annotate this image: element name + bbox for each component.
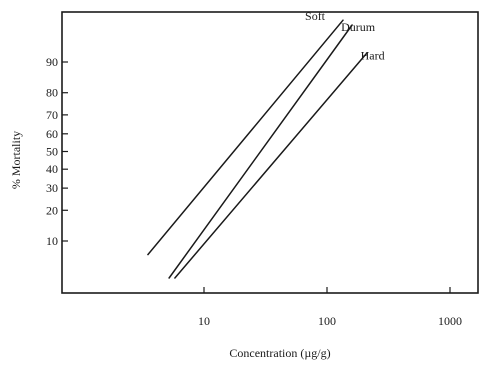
y-tick-label: 50 xyxy=(46,145,58,159)
series-line-durum xyxy=(168,24,353,279)
x-tick-label: 1000 xyxy=(438,314,462,328)
x-tick-label: 10 xyxy=(198,314,210,328)
series-lines xyxy=(147,19,368,279)
y-tick-label: 60 xyxy=(46,127,58,141)
axis-ticks: 10 20 30 40 50 60 70 80 90 10 100 1000 xyxy=(46,55,462,328)
y-tick-label: 30 xyxy=(46,181,58,195)
series-labels: Soft Durum Hard xyxy=(305,9,385,62)
series-line-soft xyxy=(147,19,344,256)
y-axis-label: % Mortality xyxy=(9,131,23,189)
x-axis-label: Concentration (µg/g) xyxy=(229,346,330,360)
series-label-soft: Soft xyxy=(305,9,326,23)
y-tick-label: 20 xyxy=(46,203,58,217)
x-tick-label: 100 xyxy=(318,314,336,328)
plot-border xyxy=(61,11,479,294)
series-line-hard xyxy=(174,52,368,279)
y-tick-label: 90 xyxy=(46,55,58,69)
y-tick-label: 10 xyxy=(46,234,58,248)
series-label-hard: Hard xyxy=(361,48,385,62)
y-tick-label: 80 xyxy=(46,86,58,100)
y-tick-label: 70 xyxy=(46,108,58,122)
y-tick-label: 40 xyxy=(46,162,58,176)
plot-frame xyxy=(61,11,479,294)
series-label-durum: Durum xyxy=(341,20,376,34)
